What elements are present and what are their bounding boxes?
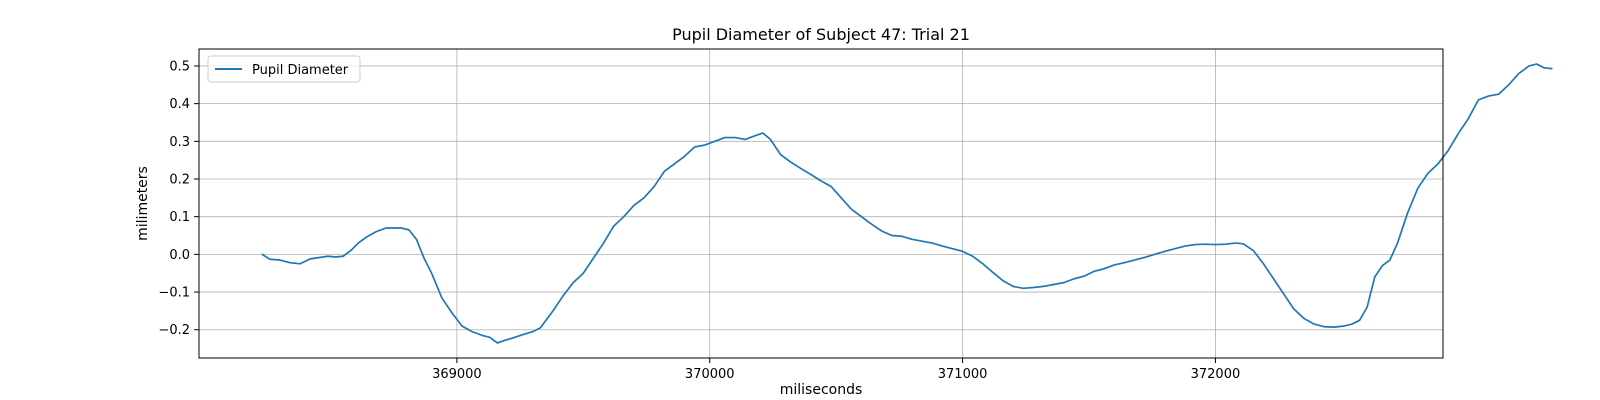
legend-box — [207, 55, 361, 83]
y-tick-label: 0.4 — [169, 97, 190, 112]
x-axis-label: miliseconds — [780, 382, 863, 398]
y-tick-label: 0.1 — [169, 210, 190, 225]
y-tick-label: −0.2 — [158, 323, 190, 338]
plot-frame — [198, 48, 1444, 359]
x-tick-label: 370000 — [685, 367, 735, 382]
x-tick-label: 369000 — [432, 367, 482, 382]
x-tick-label: 372000 — [1191, 367, 1241, 382]
legend-label: Pupil Diameter — [252, 63, 349, 78]
grid — [199, 49, 1443, 358]
x-axis-ticks: 369000 370000 371000 372000 — [432, 358, 1240, 382]
x-tick-label: 371000 — [938, 367, 988, 382]
y-tick-label: 0.0 — [169, 248, 190, 263]
legend: Pupil Diameter — [207, 55, 361, 83]
y-axis-label: milimeters — [135, 166, 151, 241]
y-tick-label: 0.3 — [169, 135, 190, 150]
series-line-pupil-diameter — [261, 63, 1553, 344]
y-tick-label: −0.1 — [158, 286, 190, 301]
y-axis-ticks: −0.2 −0.1 0.0 0.1 0.2 0.3 0.4 0.5 — [158, 59, 199, 338]
chart-title: Pupil Diameter of Subject 47: Trial 21 — [672, 25, 970, 44]
y-tick-label: 0.5 — [169, 59, 190, 74]
y-tick-label: 0.2 — [169, 173, 190, 188]
series-layer — [261, 63, 1553, 344]
